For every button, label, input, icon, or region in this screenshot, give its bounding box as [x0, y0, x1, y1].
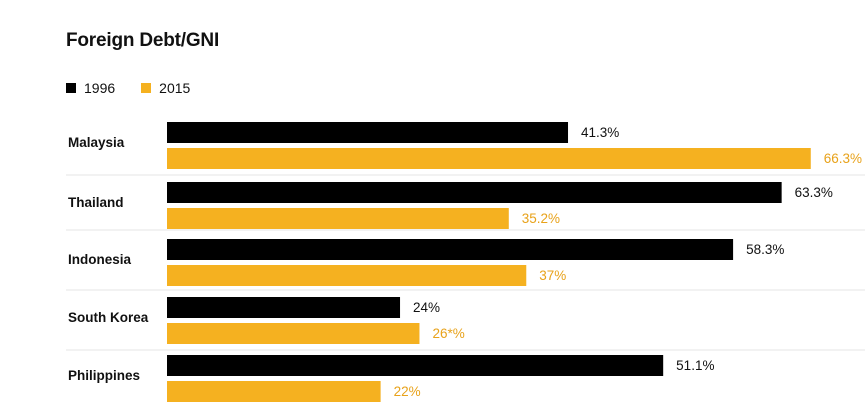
legend-item-2015: 2015: [141, 80, 190, 96]
legend-item-1996: 1996: [66, 80, 115, 96]
bar-2015: [167, 381, 381, 402]
data-label-2015: 22%: [394, 384, 421, 399]
chart-title: Foreign Debt/GNI: [66, 30, 220, 51]
legend-label-2015: 2015: [159, 80, 191, 96]
category-label: Philippines: [68, 368, 140, 383]
bar-2015: [167, 323, 420, 344]
category-label: Indonesia: [68, 252, 132, 267]
legend-swatch-2015: [141, 83, 152, 93]
category-label: Thailand: [68, 195, 124, 210]
category-label: South Korea: [68, 310, 149, 325]
data-label-1996: 41.3%: [581, 125, 619, 140]
data-label-2015: 35.2%: [522, 211, 560, 226]
data-label-1996: 58.3%: [746, 242, 784, 257]
legend: 1996 2015: [66, 80, 216, 96]
bar-2015: [167, 148, 811, 169]
data-label-2015: 26*%: [432, 326, 464, 341]
bar-2015: [167, 208, 509, 229]
legend-label-1996: 1996: [84, 80, 116, 96]
data-label-1996: 63.3%: [795, 185, 833, 200]
bar-1996: [167, 182, 782, 203]
data-label-2015: 66.3%: [824, 151, 862, 166]
bar-2015: [167, 265, 527, 286]
data-label-1996: 51.1%: [676, 358, 714, 373]
category-label: Malaysia: [68, 135, 125, 150]
bar-1996: [167, 122, 569, 143]
data-label-2015: 37%: [539, 268, 566, 283]
data-label-1996: 24%: [413, 300, 440, 315]
bar-1996: [167, 297, 401, 318]
bar-1996: [167, 239, 734, 260]
legend-swatch-1996: [66, 83, 76, 93]
bar-1996: [167, 355, 664, 376]
